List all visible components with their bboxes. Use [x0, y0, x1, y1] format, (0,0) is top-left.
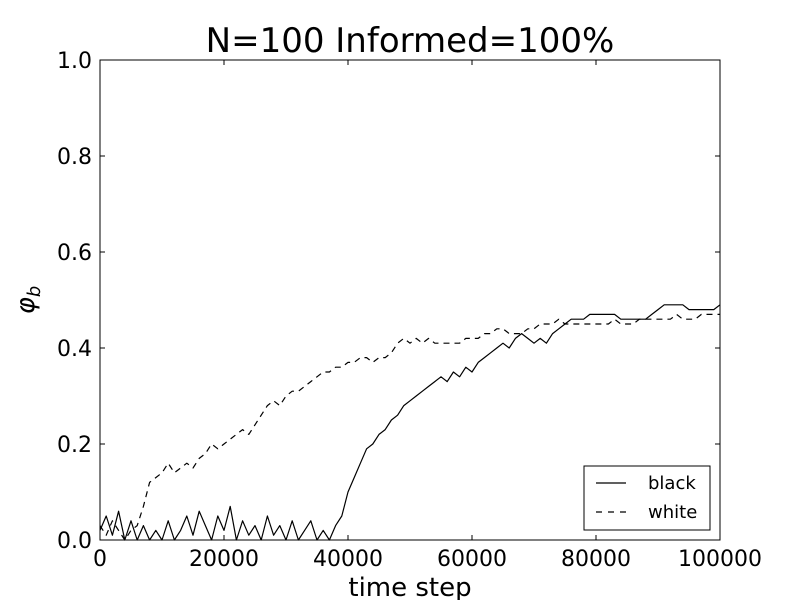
legend-label-black: black: [648, 473, 696, 494]
x-axis: 0 20000 40000 60000 80000 100000: [93, 60, 762, 572]
x-tick-label: 40000: [313, 547, 383, 572]
x-tick-label: 100000: [678, 547, 762, 572]
y-tick-label: 0.0: [57, 529, 92, 554]
y-tick-label: 0.4: [57, 337, 92, 362]
y-axis: 0.0 0.2 0.4 0.6 0.8 1.0: [57, 49, 720, 554]
y-axis-label-symbol: φ: [11, 297, 41, 314]
legend-label-white: white: [648, 502, 697, 523]
y-tick-label: 1.0: [57, 49, 92, 74]
y-tick-label: 0.2: [57, 433, 92, 458]
y-axis-label-subscript: b: [24, 286, 45, 297]
legend: black white: [583, 465, 711, 531]
y-tick-label: 0.6: [57, 241, 92, 266]
plot-area: [99, 59, 721, 541]
x-axis-label: time step: [348, 573, 471, 600]
series-line-black: [99, 304, 721, 541]
x-tick-label: 0: [93, 547, 107, 572]
legend-box: [583, 465, 711, 531]
series-line-white: [99, 313, 720, 541]
chart-title: N=100 Informed=100%: [206, 21, 615, 61]
x-tick-label: 80000: [561, 547, 631, 572]
y-tick-label: 0.8: [57, 145, 92, 170]
y-axis-label: φb: [11, 286, 45, 315]
x-tick-label: 60000: [437, 547, 507, 572]
series-layer: [99, 304, 721, 541]
x-tick-label: 20000: [189, 547, 259, 572]
